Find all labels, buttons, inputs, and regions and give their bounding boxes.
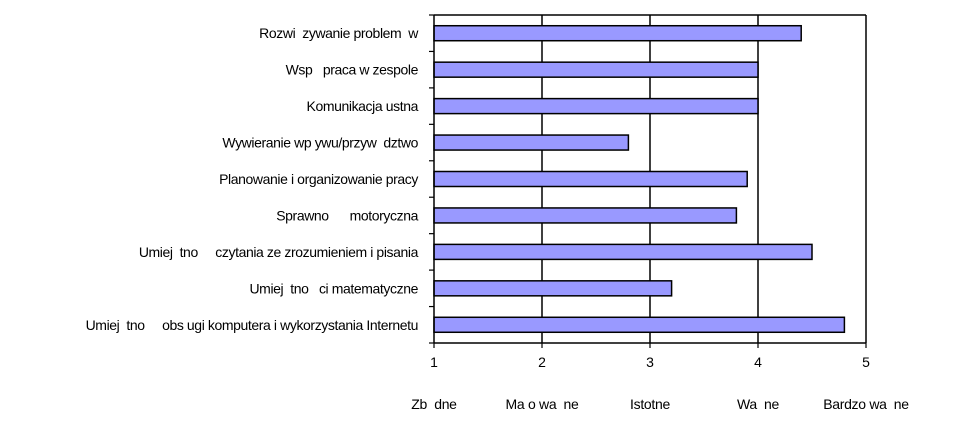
scale-label: Zb dne (411, 396, 457, 412)
scale-label: Istotne (630, 396, 670, 412)
category-label: Umiej tno czytania ze zrozumieniem i pis… (139, 244, 419, 260)
bar (433, 280, 673, 297)
bar (433, 61, 759, 78)
x-tick-label: 4 (754, 354, 762, 370)
category-label: Rozwi zywanie problem w (259, 25, 419, 41)
bar (433, 97, 759, 115)
scale-label: Wa ne (737, 396, 780, 412)
bar (433, 316, 846, 334)
tick-labels: 1 2 3 4 5 (430, 354, 870, 370)
category-labels: Rozwi zywanie problem w Wsp praca w zespo… (86, 25, 420, 333)
category-label: Wsp praca w zespole (286, 62, 419, 78)
scale-label: Bardzo wa ne (823, 396, 909, 412)
bar (433, 243, 813, 261)
bars-group (433, 24, 846, 334)
axes-group (429, 14, 867, 348)
category-label: Planowanie i organizowanie pracy (219, 171, 418, 187)
scale-label: Ma o wa ne (506, 396, 579, 412)
category-label: Wywieranie wp ywu/przyw dztwo (222, 135, 418, 151)
scale-labels: Zb dne Ma o wa ne Istotne Wa ne Bardzo wa ne (411, 396, 909, 412)
bar (433, 24, 802, 42)
category-label: Komunikacja ustna (307, 98, 419, 114)
x-tick-label: 3 (646, 354, 654, 370)
bar (433, 170, 748, 188)
x-tick-label: 1 (430, 354, 438, 370)
x-tick-label: 2 (538, 354, 546, 370)
category-label: Sprawno motoryczna (276, 207, 418, 223)
category-label: Umiej tno obs ugi komputera i wykorzysta… (86, 317, 418, 333)
category-label: Umiej tno ci matematyczne (249, 280, 418, 296)
bar (433, 134, 630, 151)
bar (433, 207, 738, 224)
x-tick-label: 5 (862, 354, 870, 370)
